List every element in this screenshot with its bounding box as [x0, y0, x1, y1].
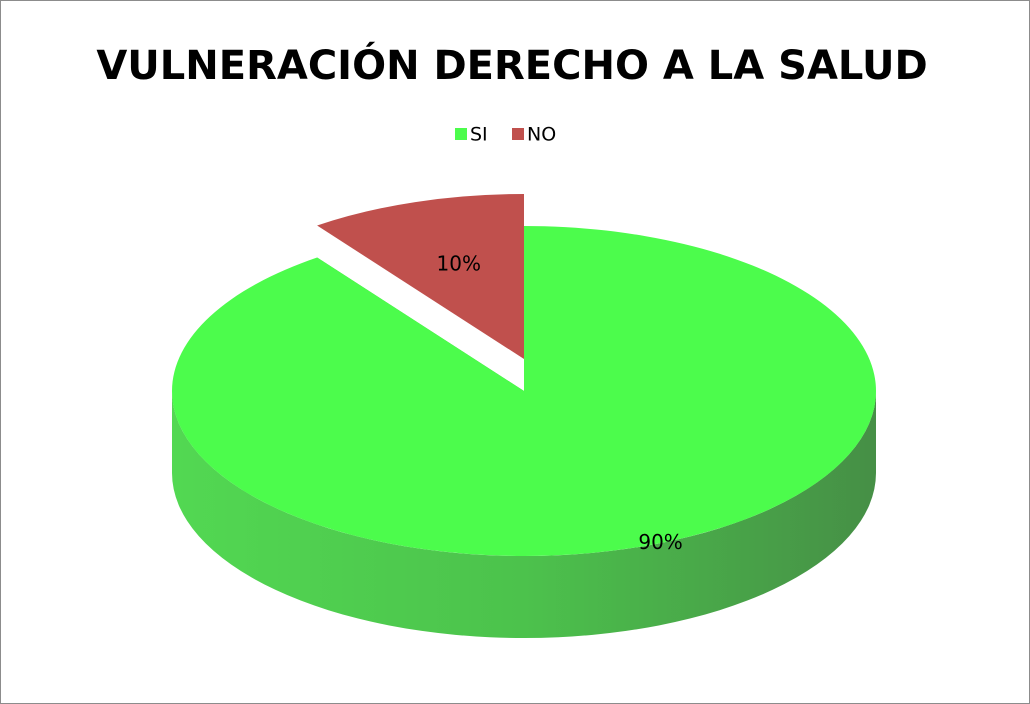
legend-label: SI [470, 124, 488, 146]
pie-side [172, 391, 876, 638]
data-label: 90% [638, 530, 682, 554]
data-label: 10% [437, 251, 481, 275]
legend-swatch [512, 128, 524, 140]
pie-slice [317, 194, 524, 359]
legend-swatch [455, 128, 467, 140]
chart-title: VULNERACIÓN DERECHO A LA SALUD [96, 41, 927, 89]
pie-slice [171, 226, 876, 556]
legend-label: NO [527, 124, 556, 146]
